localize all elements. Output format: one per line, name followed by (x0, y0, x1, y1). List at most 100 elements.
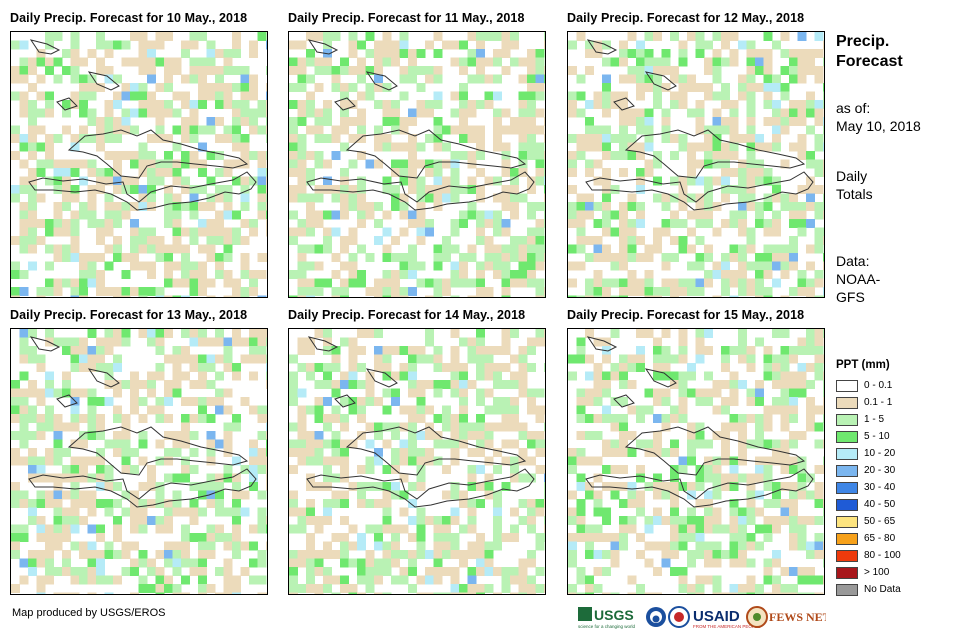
precip-cell (704, 91, 713, 101)
precip-cell (721, 380, 730, 389)
precip-cell (518, 558, 528, 568)
precip-cell (28, 516, 37, 525)
precip-cell (223, 541, 233, 551)
precip-cell (164, 134, 173, 143)
precip-cell (138, 575, 148, 585)
precip-cell (687, 210, 696, 220)
precip-cell (738, 227, 747, 237)
precip-cell (340, 439, 349, 449)
precip-cell (687, 592, 696, 594)
precip-cell (797, 524, 807, 534)
precip-cell (289, 465, 298, 474)
precip-cell (374, 100, 383, 109)
precip-cell (87, 168, 97, 177)
precip-cell (619, 541, 628, 551)
precip-cell (297, 439, 307, 449)
precip-cell (780, 295, 790, 297)
precip-cell (823, 57, 824, 67)
precip-cell (746, 439, 756, 449)
precip-cell (712, 516, 722, 525)
precip-cell (374, 575, 383, 585)
precip-cell (391, 49, 400, 58)
precip-cell (602, 567, 611, 576)
precip-cell (814, 108, 824, 118)
precip-cell (206, 473, 216, 483)
precip-cell (687, 32, 696, 41)
precip-cell (348, 159, 358, 169)
precip-cell (687, 371, 696, 381)
precip-cell (442, 253, 451, 262)
precip-cell (348, 524, 358, 534)
precip-cell (198, 219, 207, 228)
precip-cell (96, 499, 105, 508)
precip-cell (70, 253, 80, 262)
precip-cell (518, 380, 528, 389)
precip-cell (610, 134, 620, 143)
precip-cell (266, 465, 267, 474)
precip-cell (593, 49, 603, 58)
precip-cell (53, 287, 63, 296)
precip-cell (130, 185, 139, 194)
precip-cell (484, 405, 494, 415)
precip-cell (62, 337, 71, 347)
precip-cell (535, 125, 545, 135)
precip-cell (789, 57, 798, 67)
precip-cell (113, 448, 122, 457)
precip-cell (297, 278, 307, 288)
precip-cell (306, 100, 315, 109)
precip-cell (433, 142, 443, 152)
precip-cell (289, 422, 298, 432)
precip-cell (172, 66, 182, 75)
precip-cell (695, 431, 705, 440)
precip-cell (568, 371, 577, 381)
precip-cell (215, 533, 224, 542)
precip-cell (382, 516, 392, 525)
precip-cell (206, 219, 216, 228)
precip-cell (53, 507, 63, 517)
precip-cell (240, 91, 250, 101)
precip-cell (442, 185, 451, 194)
precip-cell (763, 287, 773, 296)
precip-cell (11, 185, 20, 194)
precip-cell (585, 159, 594, 169)
precip-cell (223, 270, 233, 279)
precip-cell (544, 134, 545, 143)
precip-cell (644, 541, 654, 551)
precip-cell (365, 482, 375, 491)
precip-cell (493, 567, 502, 576)
precip-cell (729, 558, 739, 568)
precip-cell (257, 32, 267, 41)
precip-cell (704, 185, 713, 194)
precip-cell (729, 465, 739, 474)
precip-cell (501, 363, 511, 372)
precip-cell (789, 388, 798, 398)
precip-cell (399, 159, 409, 169)
precip-cell (704, 516, 713, 525)
precip-cell (19, 287, 29, 296)
precip-cell (36, 91, 46, 101)
precip-cell (70, 219, 80, 228)
precip-cell (576, 405, 586, 415)
precip-cell (738, 584, 747, 593)
precip-cell (789, 253, 798, 262)
precip-cell (535, 465, 545, 474)
precip-cell (391, 193, 400, 203)
precip-cell (408, 66, 417, 75)
precip-cell (138, 524, 148, 534)
precip-cell (670, 490, 679, 500)
precip-cell (738, 558, 747, 568)
precip-cell (53, 482, 63, 491)
precip-cell (712, 227, 722, 237)
precip-cell (814, 575, 824, 585)
precip-cell (653, 100, 662, 109)
precip-cell (442, 516, 451, 525)
precip-cell (223, 575, 233, 585)
precip-cell (797, 32, 807, 41)
precip-cell (797, 431, 807, 440)
precip-cell (704, 57, 713, 67)
precip-cell (763, 567, 773, 576)
precip-cell (297, 337, 307, 347)
precip-cell (374, 456, 383, 466)
precip-cell (510, 592, 519, 594)
precip-cell (501, 168, 511, 177)
